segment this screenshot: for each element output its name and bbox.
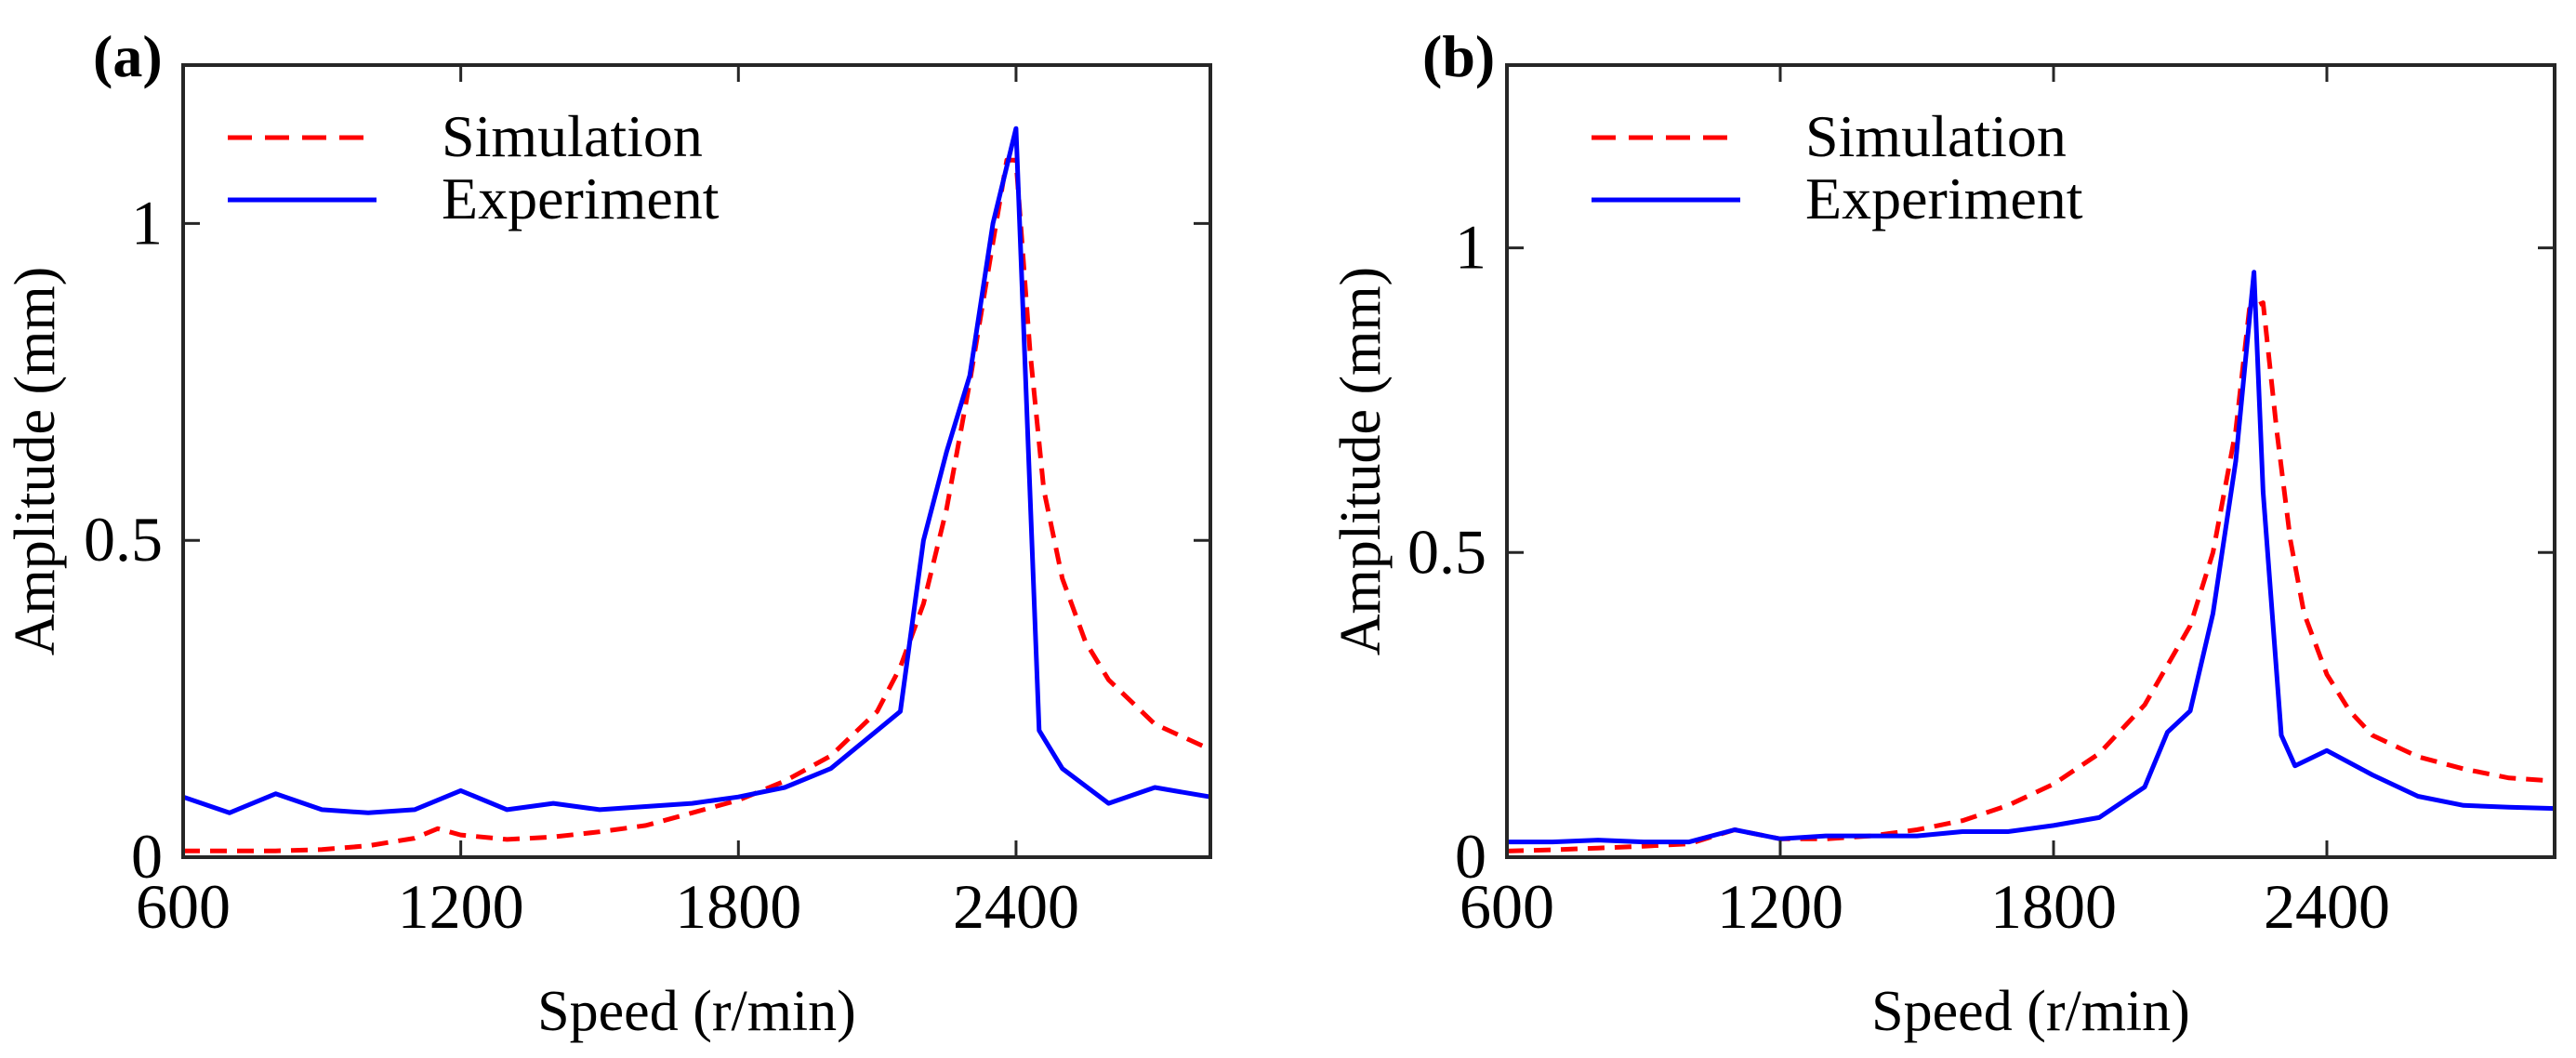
y-tick-label: 0.5: [1407, 516, 1486, 587]
panel-label: (a): [93, 23, 163, 89]
x-tick-label: 1200: [1717, 871, 1843, 942]
y-tick-label: 1: [1455, 212, 1486, 283]
y-axis-label: Amplitude (mm): [1329, 267, 1393, 655]
y-tick-label: 0: [1455, 821, 1486, 892]
legend-label-simulation: Simulation: [442, 103, 703, 169]
y-tick-label: 1: [131, 187, 163, 258]
x-tick-label: 2400: [953, 871, 1079, 942]
x-tick-label: 600: [1460, 871, 1554, 942]
x-tick-label: 1200: [398, 871, 524, 942]
panel-b: 600 1200 1800 2400 0 0.5 1 Speed (r/min) Amplitu…: [1329, 23, 2556, 1043]
x-tick-label: 2400: [2264, 871, 2390, 942]
x-tick-label: 1800: [675, 871, 801, 942]
series-line-experiment: [1507, 270, 2555, 845]
y-tick-label: 0: [131, 821, 163, 892]
y-tick-label: 0.5: [84, 504, 163, 575]
x-tick-label: 600: [136, 871, 231, 942]
axes-box: [1505, 63, 2556, 859]
axes-box: [181, 63, 1212, 859]
panel-label: (b): [1422, 23, 1495, 89]
legend-label-experiment: Experiment: [442, 165, 720, 231]
x-tick-label: 1800: [1990, 871, 2117, 942]
series-line-experiment: [183, 126, 1210, 815]
panel-a: 600 1200 1800 2400 0 0.5 1 Speed (r/min) Amplitu…: [4, 23, 1212, 1043]
series-line-simulation: [183, 157, 1210, 853]
x-axis-label: Speed (r/min): [537, 980, 856, 1043]
y-axis-label: Amplitude (mm): [4, 267, 67, 655]
legend-label-experiment: Experiment: [1805, 165, 2083, 231]
x-axis-label: Speed (r/min): [1871, 980, 2190, 1043]
legend-label-simulation: Simulation: [1805, 103, 2067, 169]
series-line-simulation: [1507, 300, 2555, 853]
